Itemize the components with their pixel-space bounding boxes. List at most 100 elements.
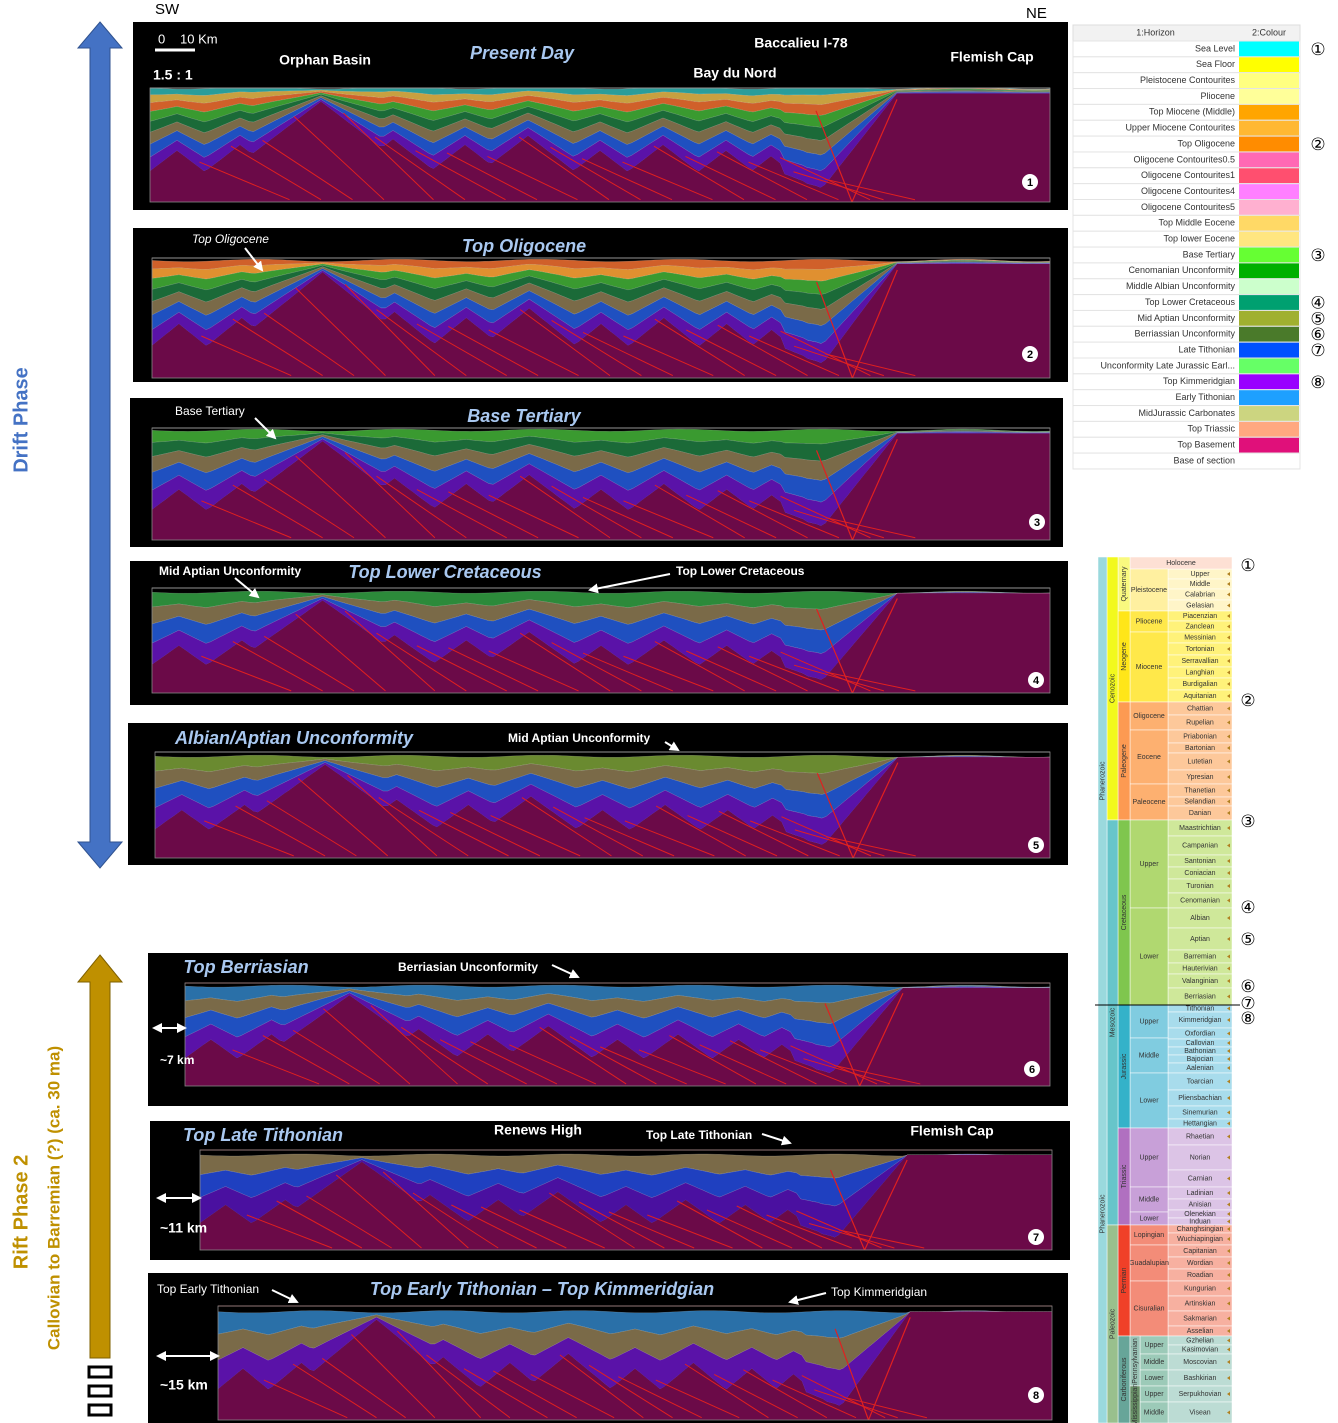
- fault: [838, 1229, 925, 1249]
- panel-label: Flemish Cap: [950, 49, 1033, 65]
- section: [200, 1153, 1052, 1250]
- rift-box: [87, 1384, 113, 1398]
- panel-number: 6: [1029, 1064, 1035, 1076]
- panel-number-badge: [1028, 672, 1044, 688]
- epoch: Middle: [1139, 1052, 1160, 1059]
- fault: [676, 1200, 763, 1249]
- fault: [323, 1008, 411, 1085]
- fault: [553, 806, 644, 857]
- fault: [551, 319, 642, 377]
- fault: [867, 1317, 911, 1420]
- fault: [448, 647, 539, 692]
- fault: [748, 655, 840, 692]
- rift-box: [87, 1403, 113, 1417]
- legend-swatch: [1239, 168, 1299, 184]
- subperiod: Pennsylvanian: [1132, 1338, 1139, 1384]
- fault: [815, 608, 853, 693]
- fault: [262, 1035, 350, 1085]
- panel-label: Renews High: [494, 1122, 582, 1138]
- panel-number-badge: [1028, 1387, 1044, 1403]
- label-arrow: [244, 247, 264, 272]
- fault: [344, 610, 436, 692]
- stage: Kimmeridgian: [1179, 1017, 1222, 1024]
- stage-marker-icon: [1227, 1237, 1230, 1241]
- fault: [796, 1210, 882, 1249]
- period: Paleogene: [1121, 744, 1128, 778]
- legend-name: Oligocene Contourites5: [1141, 202, 1235, 212]
- fault: [864, 1159, 908, 1250]
- legend-marker: ③: [1310, 246, 1325, 266]
- basement: [155, 757, 1050, 858]
- section: [218, 1310, 1052, 1420]
- legend-name: Upper Miocene Contourites: [1125, 123, 1235, 133]
- fault: [622, 161, 713, 201]
- legend-marker: ⑧: [1310, 373, 1325, 393]
- legend-name: Berriassian Unconformity: [1134, 329, 1235, 339]
- fault: [415, 150, 506, 201]
- fault: [794, 829, 885, 857]
- stage-marker-icon: [1227, 1041, 1230, 1045]
- stage-marker-icon: [1227, 1273, 1230, 1277]
- fault: [463, 1368, 548, 1419]
- stage: Thanetian: [1184, 787, 1215, 794]
- period: Cretaceous: [1121, 894, 1128, 930]
- fault: [624, 820, 715, 857]
- fault: [717, 324, 808, 377]
- epoch: Paleocene: [1132, 799, 1165, 806]
- legend-name: MidJurassic Carbonates: [1138, 408, 1235, 418]
- fault: [412, 1192, 499, 1249]
- fault: [448, 491, 539, 539]
- legend-swatch: [1239, 73, 1299, 89]
- fault: [825, 517, 916, 539]
- stage-marker-icon: [1227, 937, 1230, 941]
- rift-box: [87, 1365, 113, 1379]
- panel-label: Top Late Tithonian: [646, 1128, 752, 1142]
- fault: [618, 1376, 702, 1419]
- legend-swatch: [1239, 57, 1299, 73]
- fault: [378, 797, 469, 857]
- legend-header: 2:Colour: [1252, 27, 1286, 37]
- stage: Albian: [1190, 915, 1210, 922]
- legend-name: Top lower Eocene: [1163, 234, 1235, 244]
- fault: [374, 136, 466, 201]
- fault: [376, 309, 467, 377]
- legend-swatch: [1239, 310, 1299, 326]
- legend-name: Sea Floor: [1196, 59, 1235, 69]
- legend-swatch: [1239, 215, 1299, 231]
- fault: [748, 335, 840, 377]
- stage: Wordian: [1187, 1260, 1213, 1267]
- legend-name: Top Oligocene: [1177, 138, 1235, 148]
- fault: [736, 1205, 823, 1249]
- legend-header: 1:Horizon: [1136, 27, 1175, 37]
- stage: Hettangian: [1183, 1120, 1217, 1127]
- stage-marker-icon: [1227, 1249, 1230, 1253]
- fault: [292, 1029, 380, 1085]
- fault: [519, 632, 611, 692]
- stage-marker-icon: [1227, 826, 1230, 830]
- drift-arrow: [76, 21, 124, 869]
- fault: [519, 309, 611, 377]
- epoch-cell: [1129, 1072, 1169, 1129]
- fault: [766, 1214, 852, 1249]
- fault: [263, 479, 355, 539]
- stage-marker-icon: [1227, 1376, 1230, 1380]
- stage: Olenekian: [1184, 1211, 1216, 1218]
- panel-title: Top Early Tithonian – Top Kimmeridgian: [370, 1279, 714, 1299]
- era: Paleozoic: [1109, 1308, 1116, 1339]
- stage: Asselian: [1187, 1328, 1214, 1335]
- fault: [718, 810, 809, 857]
- sw-label: SW: [155, 1, 180, 18]
- stage-marker-icon: [1227, 1049, 1230, 1053]
- fault: [551, 485, 642, 539]
- fault: [487, 155, 578, 201]
- stage-marker-icon: [1227, 884, 1230, 888]
- fault: [793, 171, 884, 201]
- stage-marker-icon: [1227, 994, 1230, 999]
- fault: [829, 1169, 866, 1250]
- fault: [263, 635, 355, 692]
- fault: [584, 817, 675, 857]
- epoch: Lower: [1139, 1097, 1159, 1104]
- panel-label: Mid Aptian Unconformity: [508, 731, 651, 745]
- stage: Moscovian: [1183, 1359, 1217, 1366]
